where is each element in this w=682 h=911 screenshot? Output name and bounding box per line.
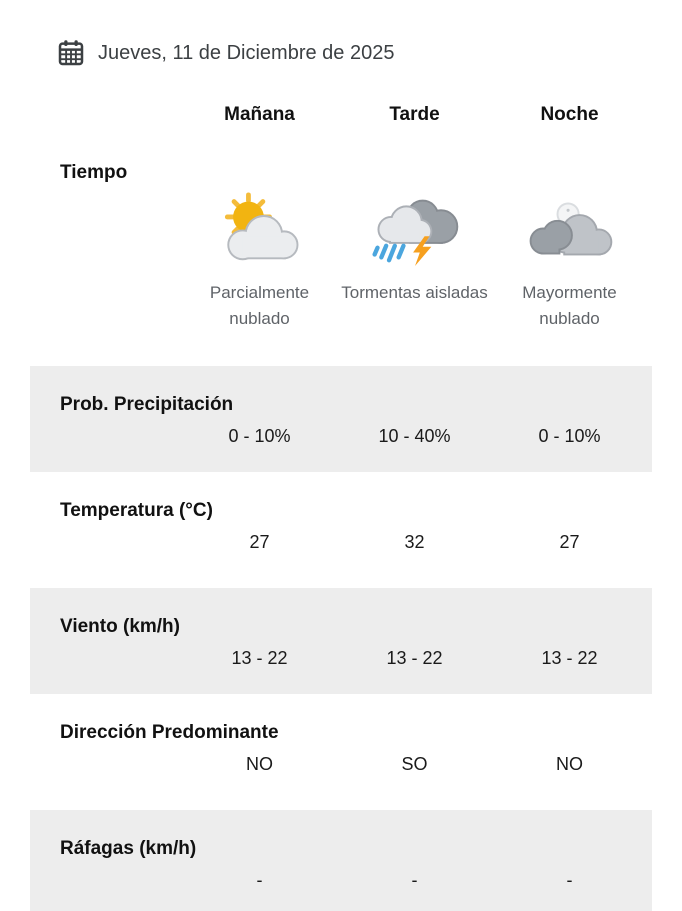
- column-header-manana: Mañana: [224, 104, 295, 125]
- precipitation-noche-value: 0 - 10%: [538, 426, 601, 446]
- column-header-noche: Noche: [540, 104, 599, 125]
- weather-forecast-widget: Jueves, 11 de Diciembre de 2025 Mañana T…: [0, 36, 682, 911]
- column-headers: Mañana Tarde Noche: [30, 104, 652, 132]
- date-header: Jueves, 11 de Diciembre de 2025: [56, 36, 682, 70]
- temperature-tarde-value: 32: [404, 532, 425, 552]
- gusts-tarde-value: -: [411, 870, 418, 890]
- weather-cell-tarde: Tormentas aisladas: [337, 190, 492, 332]
- calendar-icon: [56, 38, 86, 68]
- gusts-manana-value: -: [256, 870, 263, 890]
- gusts-noche-value: -: [566, 870, 573, 890]
- temperature-manana-value: 27: [249, 532, 270, 552]
- weather-caption-manana: Parcialmente nublado: [209, 283, 310, 328]
- row-wind: Viento (km/h) 13 - 22 13 - 22 13 - 22: [30, 588, 652, 694]
- row-temperature: Temperatura (°C) 27 32 27: [30, 472, 652, 588]
- weather-caption-noche: Mayormente nublado: [522, 283, 617, 328]
- weather-caption-tarde: Tormentas aisladas: [341, 283, 488, 302]
- temperature-noche-value: 27: [559, 532, 580, 552]
- partly-cloudy-day-icon: [210, 190, 310, 267]
- row-label-wind: Viento (km/h): [60, 616, 180, 637]
- weather-cell-manana: Parcialmente nublado: [182, 190, 337, 332]
- row-precipitation: Prob. Precipitación 0 - 10% 10 - 40% 0 -…: [30, 366, 652, 472]
- row-label-direction: Dirección Predominante: [60, 722, 279, 743]
- mostly-cloudy-night-icon: [520, 190, 620, 267]
- precipitation-tarde-value: 10 - 40%: [378, 426, 451, 446]
- precipitation-manana-value: 0 - 10%: [228, 426, 291, 446]
- row-label-tiempo: Tiempo: [60, 162, 128, 183]
- weather-cell-noche: Mayormente nublado: [492, 190, 647, 332]
- row-label-gusts: Ráfagas (km/h): [60, 838, 197, 859]
- wind-noche-value: 13 - 22: [541, 648, 598, 668]
- isolated-thunderstorms-icon: [365, 190, 465, 267]
- row-label-precipitation: Prob. Precipitación: [60, 394, 234, 415]
- date-text: Jueves, 11 de Diciembre de 2025: [98, 41, 395, 64]
- direction-noche-value: NO: [556, 754, 583, 774]
- direction-manana-value: NO: [246, 754, 273, 774]
- direction-tarde-value: SO: [401, 754, 428, 774]
- row-gusts: Ráfagas (km/h) - - -: [30, 810, 652, 911]
- row-label-temperature: Temperatura (°C): [60, 500, 213, 521]
- wind-manana-value: 13 - 22: [231, 648, 288, 668]
- row-tiempo: Tiempo: [30, 132, 652, 332]
- row-direction: Dirección Predominante NO SO NO: [30, 694, 652, 810]
- wind-tarde-value: 13 - 22: [386, 648, 443, 668]
- column-header-tarde: Tarde: [389, 104, 440, 125]
